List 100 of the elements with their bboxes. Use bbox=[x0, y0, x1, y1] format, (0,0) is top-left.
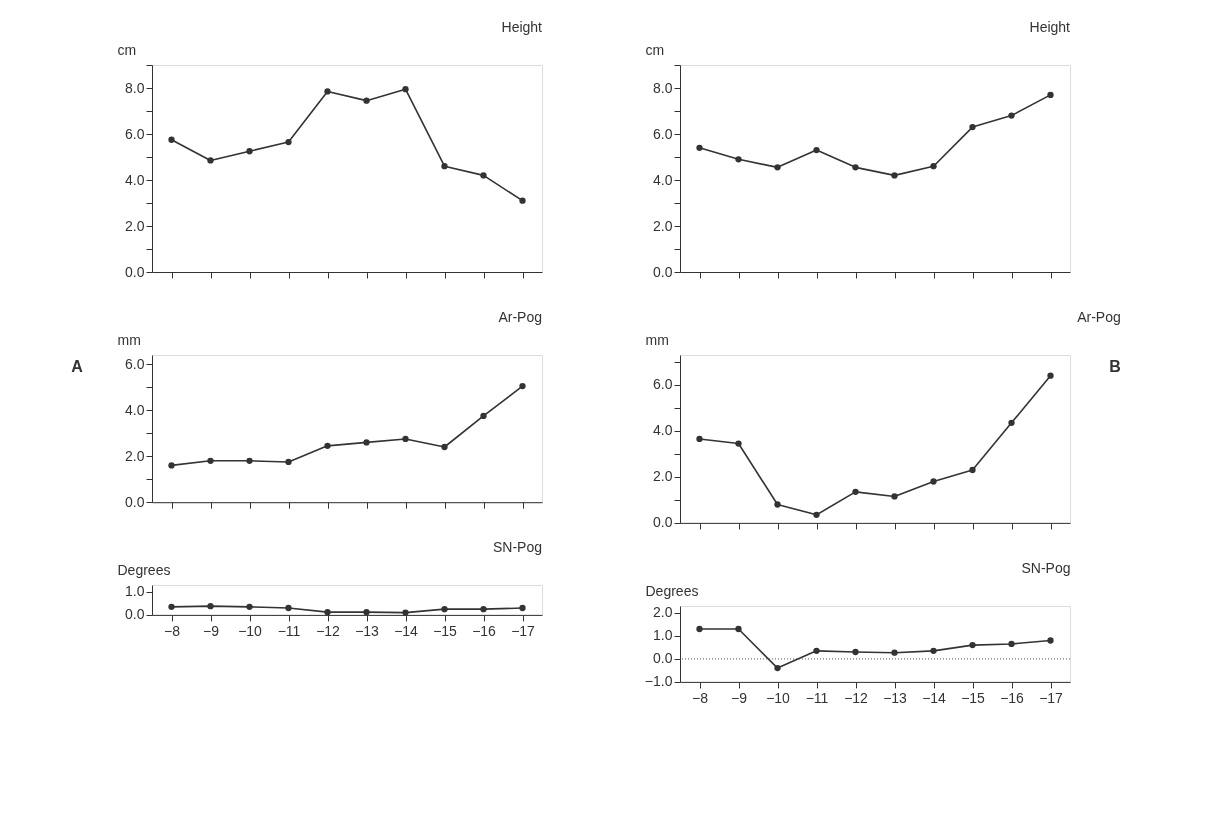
point bbox=[519, 382, 526, 390]
x-tick-label: −14 bbox=[394, 623, 419, 640]
y-axis-title: mm bbox=[117, 331, 141, 348]
x-tick-label: −14 bbox=[922, 690, 947, 707]
y-tick-label: 0.0 bbox=[653, 263, 673, 280]
y-axis-title: Degrees bbox=[645, 582, 699, 599]
chart-title: SN-Pog bbox=[492, 539, 542, 555]
point bbox=[1008, 419, 1015, 427]
x-tick-label: −13 bbox=[883, 690, 908, 707]
point bbox=[363, 608, 370, 616]
point bbox=[441, 163, 448, 170]
x-tick-label: −16 bbox=[472, 623, 497, 640]
point bbox=[324, 608, 331, 616]
text: Ar-Pog bbox=[1077, 309, 1121, 325]
point bbox=[246, 148, 253, 155]
point bbox=[891, 172, 898, 179]
y-axis-title: cm bbox=[645, 41, 665, 58]
point bbox=[402, 609, 409, 616]
y-tick-label: 6.0 bbox=[125, 355, 145, 372]
y-tick-label: 6.0 bbox=[653, 125, 673, 142]
x-tick-label: −11 bbox=[805, 690, 829, 707]
point bbox=[402, 85, 409, 93]
x-tick-label: −11 bbox=[277, 623, 301, 640]
x-tick-label: −10 bbox=[766, 690, 791, 707]
y-tick-label: 6.0 bbox=[653, 376, 673, 393]
point bbox=[207, 457, 214, 464]
y-tick-label: 1.0 bbox=[653, 627, 673, 644]
point bbox=[969, 641, 976, 649]
x-tick-label: −10 bbox=[238, 623, 263, 640]
y-axis-title: Degrees bbox=[117, 561, 171, 578]
point bbox=[891, 493, 898, 500]
x-tick-label: −12 bbox=[844, 690, 869, 707]
point bbox=[696, 625, 703, 633]
y-axis-title: cm bbox=[117, 41, 137, 58]
y-tick-label: 4.0 bbox=[653, 171, 673, 188]
point bbox=[207, 157, 214, 164]
x-tick-label: −12 bbox=[316, 623, 341, 640]
y-tick-label: 2.0 bbox=[125, 217, 145, 234]
point bbox=[696, 435, 703, 443]
y-axis-title: mm bbox=[645, 331, 669, 348]
point bbox=[402, 435, 409, 443]
point bbox=[735, 625, 742, 633]
point bbox=[324, 442, 331, 450]
point bbox=[480, 172, 487, 179]
x-tick-label: −15 bbox=[961, 690, 986, 707]
point bbox=[285, 458, 292, 466]
y-tick-label: 2.0 bbox=[653, 604, 673, 621]
chart-title: Height bbox=[1029, 19, 1071, 35]
x-tick-label: −8 bbox=[692, 690, 709, 707]
point bbox=[246, 457, 253, 464]
y-tick-label: 2.0 bbox=[653, 217, 673, 234]
y-tick-label: 8.0 bbox=[125, 79, 145, 96]
x-tick-label: −15 bbox=[433, 623, 458, 640]
point bbox=[1008, 112, 1015, 119]
point bbox=[168, 462, 175, 469]
point bbox=[246, 603, 253, 611]
point bbox=[852, 164, 859, 171]
point bbox=[285, 604, 292, 612]
chart-title: SN-Pog bbox=[1021, 560, 1071, 576]
point bbox=[324, 88, 331, 95]
point bbox=[852, 488, 859, 496]
point bbox=[930, 478, 937, 485]
x-tick-label: −9 bbox=[203, 623, 220, 640]
point bbox=[891, 649, 898, 656]
y-tick-label: 0.0 bbox=[125, 263, 145, 280]
y-tick-label: 0.0 bbox=[125, 493, 145, 510]
point bbox=[1047, 372, 1054, 379]
point bbox=[813, 511, 820, 519]
x-tick-label: −17 bbox=[1039, 690, 1064, 707]
y-tick-label: 6.0 bbox=[125, 125, 145, 142]
point bbox=[168, 136, 175, 143]
point bbox=[735, 156, 742, 163]
point bbox=[207, 603, 214, 610]
point bbox=[774, 501, 781, 508]
y-tick-label: 2.0 bbox=[653, 468, 673, 485]
x-tick-label: −9 bbox=[731, 690, 748, 707]
point bbox=[696, 144, 703, 151]
point bbox=[363, 439, 370, 446]
y-tick-label: 4.0 bbox=[653, 422, 673, 439]
point bbox=[480, 412, 487, 420]
point bbox=[1047, 637, 1054, 644]
y-tick-label: 0.0 bbox=[653, 514, 673, 531]
text: B bbox=[1109, 358, 1121, 375]
y-tick-label: 0.0 bbox=[653, 650, 673, 667]
y-tick-label: 4.0 bbox=[125, 171, 145, 188]
point bbox=[852, 648, 859, 656]
point bbox=[930, 163, 937, 170]
text: A bbox=[71, 358, 84, 375]
point bbox=[285, 138, 292, 146]
x-tick-label: −8 bbox=[164, 623, 181, 640]
point bbox=[930, 647, 937, 655]
point bbox=[774, 164, 781, 171]
point bbox=[813, 647, 820, 655]
point bbox=[441, 443, 448, 451]
point bbox=[519, 197, 526, 204]
chart-title: Height bbox=[501, 19, 543, 35]
x-tick-label: −17 bbox=[511, 623, 536, 640]
point bbox=[969, 123, 976, 131]
point bbox=[813, 146, 820, 154]
y-tick-label: 0.0 bbox=[125, 606, 145, 623]
